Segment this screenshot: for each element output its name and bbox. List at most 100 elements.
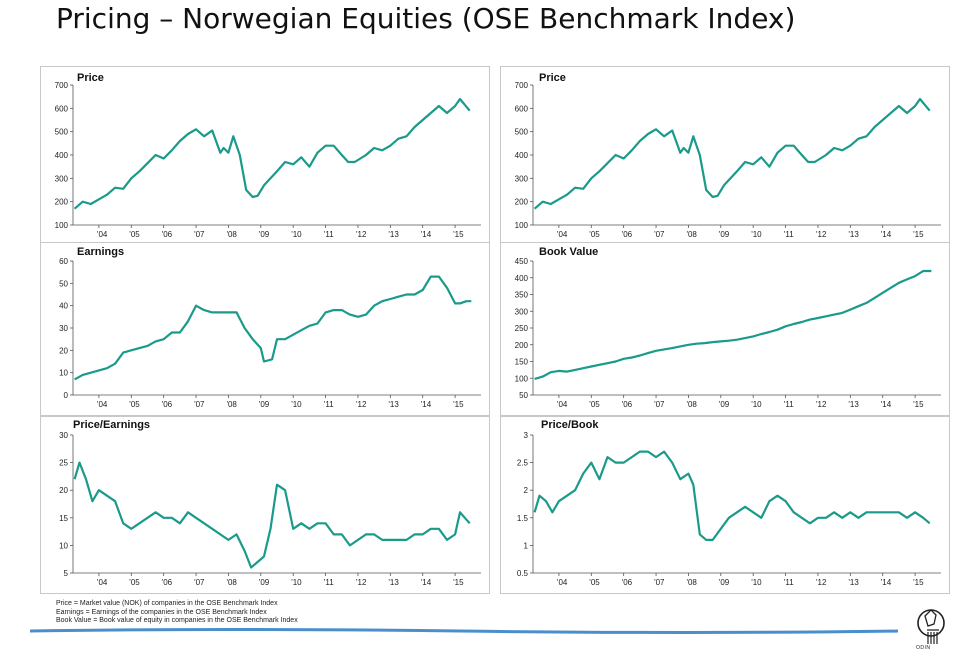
x-tick-label: '09 [259,400,270,409]
y-tick-label: 30 [59,324,68,333]
y-tick-label: 100 [55,221,69,230]
x-tick-label: '08 [686,230,697,239]
y-tick-label: 200 [55,198,69,207]
panel-price-right: Price 100 200 300 400 500 600 700 '04 '05 '06 '07 '… [500,66,950,246]
y-tick-label: 3 [524,431,529,440]
x-tick-label: '10 [751,230,762,239]
y-tick-label: 300 [515,307,529,316]
footnote-earnings: Earnings = Earnings of the companies in … [56,608,267,616]
x-tick-label: '12 [356,578,367,587]
x-tick-label: '04 [97,400,108,409]
chart-title: Price [539,72,566,84]
x-tick-label: '10 [291,400,302,409]
x-tick-label: '09 [259,230,270,239]
x-tick-label: '11 [324,400,334,409]
x-tick-label: '09 [719,400,730,409]
chart-title: Price/Book [541,419,599,431]
x-tick-label: '07 [654,400,665,409]
x-tick-label: '12 [356,400,367,409]
logo-text: ODIN [916,645,931,651]
y-tick-label: 300 [515,174,529,183]
chart-earnings: 0 10 20 30 40 50 60 '04 '05 '06 '07 '08 '09 '10 '11 '12… [59,257,481,409]
x-tick-label: '06 [162,230,173,239]
x-tick-label: '05 [589,230,600,239]
x-tick-label: '15 [453,578,464,587]
y-tick-label: 30 [59,431,68,440]
x-tick-label: '04 [557,578,568,587]
y-tick-label: 40 [59,302,68,311]
y-tick-label: 25 [59,459,68,468]
y-tick-label: 1.5 [517,514,529,523]
x-tick-label: '13 [388,578,399,587]
panel-price-book: Price/Book 0.5 1 1.5 2 2.5 3 '04 '05 '06 '07 '08 '0… [500,416,950,594]
x-tick-label: '08 [686,578,697,587]
y-tick-label: 0.5 [517,569,529,578]
y-tick-label: 5 [64,569,69,578]
y-tick-label: 400 [515,151,529,160]
y-tick-label: 60 [59,257,68,266]
panel-price-earnings: Price/Earnings 5 10 15 20 25 30 '04 '05 '06 '07 '0… [40,416,490,594]
x-tick-label: '14 [421,400,432,409]
series-line [73,461,471,569]
bottom-rule [30,628,898,634]
y-tick-label: 400 [55,151,69,160]
y-tick-label: 250 [515,324,529,333]
y-tick-label: 500 [515,128,529,137]
x-tick-label: '06 [162,400,173,409]
x-tick-label: '08 [226,400,237,409]
x-tick-label: '06 [622,400,633,409]
y-tick-label: 300 [55,174,69,183]
x-tick-label: '14 [421,578,432,587]
footnote-price: Price = Market value (NOK) of companies … [56,600,278,607]
x-tick-label: '10 [291,578,302,587]
chart-price-left: 100 200 300 400 500 600 700 '04 '05 '06 '07 '08 '09 '… [55,81,481,239]
y-tick-label: 10 [59,541,68,550]
y-tick-label: 150 [515,358,529,367]
x-tick-label: '06 [622,230,633,239]
x-tick-label: '14 [881,400,892,409]
series-line [74,275,472,381]
y-tick-label: 600 [515,104,529,113]
x-tick-label: '12 [816,400,827,409]
footnote-book-value: Book Value = Book value of equity in com… [56,617,298,624]
x-tick-label: '07 [194,578,205,587]
x-tick-label: '08 [686,400,697,409]
x-tick-label: '09 [719,230,730,239]
y-tick-label: 20 [59,346,68,355]
x-tick-label: '11 [784,230,794,239]
y-tick-label: 15 [59,514,68,523]
panel-price-left: Price 100 200 300 400 500 600 700 '04 '05 '06 '07 '… [40,66,490,246]
y-tick-label: 1 [524,541,529,550]
y-tick-label: 10 [59,369,68,378]
x-tick-label: '04 [557,230,568,239]
x-tick-label: '14 [421,230,432,239]
y-tick-label: 100 [515,221,529,230]
x-tick-label: '04 [557,400,568,409]
footnotes: Price = Market value (NOK) of companies … [56,600,298,626]
x-tick-label: '08 [226,230,237,239]
series-line [73,97,471,210]
x-tick-label: '15 [453,230,464,239]
x-tick-label: '07 [194,230,205,239]
x-tick-label: '07 [654,230,665,239]
x-tick-label: '15 [913,230,924,239]
x-tick-label: '15 [913,578,924,587]
x-tick-label: '14 [881,578,892,587]
chart-title: Price [77,72,104,84]
y-tick-label: 200 [515,341,529,350]
y-tick-label: 600 [55,104,69,113]
y-tick-label: 700 [55,81,69,90]
x-tick-label: '11 [784,578,794,587]
x-tick-label: '13 [848,230,859,239]
x-tick-label: '06 [622,578,633,587]
y-tick-label: 200 [515,198,529,207]
x-tick-label: '05 [129,400,140,409]
x-tick-label: '09 [719,578,730,587]
x-tick-label: '10 [291,230,302,239]
x-tick-label: '15 [913,400,924,409]
chart-price-book: 0.5 1 1.5 2 2.5 3 '04 '05 '06 '07 '08 '09 '10 '11 '12 '… [517,431,941,587]
odin-logo-icon [917,609,945,644]
x-tick-label: '08 [226,578,237,587]
y-tick-label: 400 [515,274,529,283]
chart-title: Earnings [77,246,125,258]
